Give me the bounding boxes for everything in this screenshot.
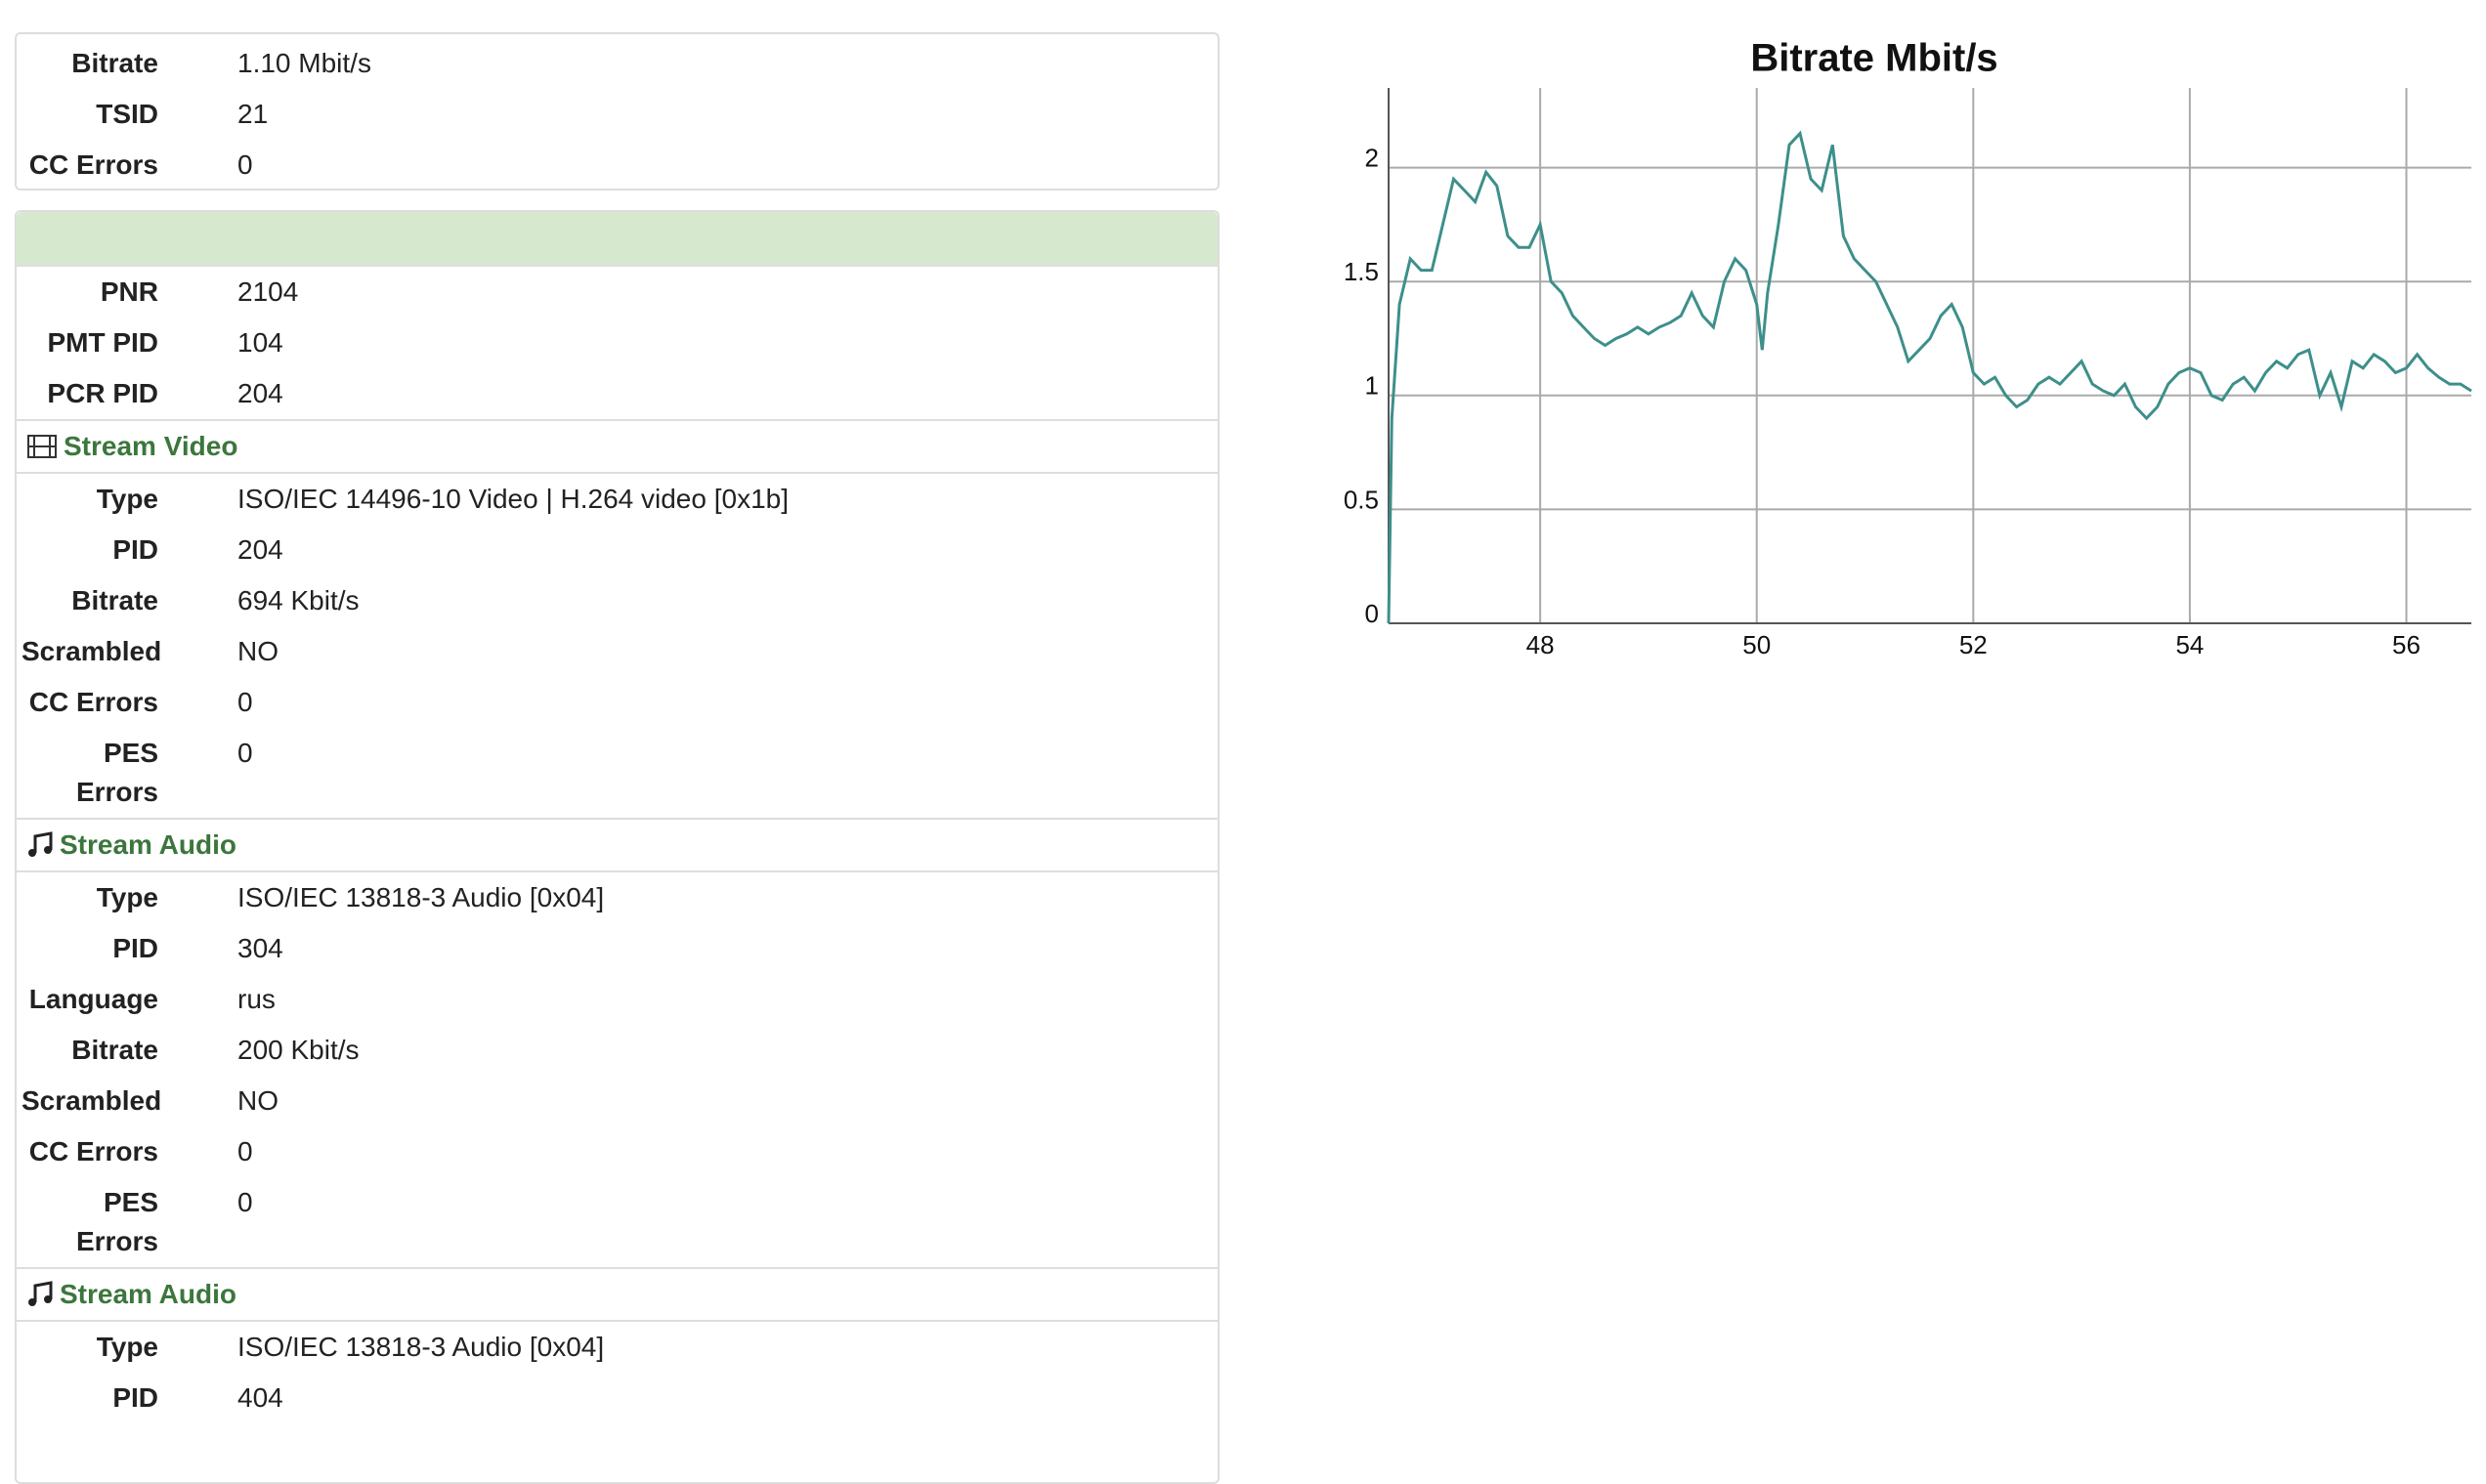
music-icon [28, 831, 53, 857]
field-value: 0 [237, 1187, 253, 1217]
section-header: Stream Audio [17, 818, 1218, 872]
field-label: PCR PID [47, 378, 158, 408]
section-title: Stream Audio [60, 1279, 236, 1309]
page: Bitrate 1.10 Mbit/s TSID 21 CC Errors 0 PNR 21… [15, 32, 2472, 1484]
rows: Type ISO/IEC 14496-10 Video | H.264 video… [17, 474, 1218, 818]
music-icon [28, 1281, 53, 1306]
field-value: 404 [237, 1382, 283, 1413]
y-tick-label: 1 [1365, 371, 1379, 401]
rows: PNR 2104 PMT PID 104 PCR PID 204 [17, 267, 1218, 419]
info-row: PES Errors 0 [17, 1177, 1218, 1267]
chart: Bitrate Mbit/s 0 0.5 1 1.5 2 48 50 52 54 56 [1344, 37, 2472, 659]
x-tick-label: 50 [1742, 630, 1771, 659]
field-value: 104 [237, 327, 283, 358]
info-row: PNR 2104 [17, 267, 1218, 318]
field-value: 204 [237, 534, 283, 565]
field-value: 304 [237, 933, 283, 963]
field-label: Type [96, 882, 158, 912]
field-label: Type [96, 484, 158, 514]
x-tick-label: 52 [1959, 630, 1988, 659]
info-row: PID 204 [17, 525, 1218, 575]
field-value: 0 [237, 687, 253, 717]
rows: Bitrate 1.10 Mbit/s TSID 21 CC Errors 0 [17, 34, 1218, 191]
field-label: PES Errors [75, 738, 158, 807]
info-row: TSID 21 [17, 89, 1218, 140]
field-label: PID [112, 534, 158, 565]
field-label: PID [112, 1382, 158, 1413]
chart-title: Bitrate Mbit/s [1750, 37, 1997, 80]
field-label: CC Errors [28, 149, 158, 180]
field-label: PES Errors [75, 1187, 158, 1256]
field-value: NO [237, 1085, 279, 1116]
field-value: ISO/IEC 14496-10 Video | H.264 video [0x… [237, 484, 790, 514]
field-value: 200 Kbit/s [237, 1035, 360, 1065]
field-value: 0 [237, 149, 253, 180]
field-value: 0 [237, 738, 253, 768]
info-row: Type ISO/IEC 13818-3 Audio [0x04] [17, 1322, 1218, 1373]
field-label: CC Errors [28, 687, 158, 717]
data-line [1387, 130, 2472, 624]
program-panel: PNR 2104 PMT PID 104 PCR PID 204 Stream Video… [15, 210, 1220, 1484]
field-value: 21 [237, 99, 269, 129]
field-value: rus [237, 984, 276, 1014]
info-row: Type ISO/IEC 14496-10 Video | H.264 video… [17, 474, 1218, 525]
info-row: CC Errors 0 [17, 1126, 1218, 1177]
info-row: Language rus [17, 974, 1218, 1025]
field-value: ISO/IEC 13818-3 Audio [0x04] [237, 882, 605, 912]
field-value: 694 Kbit/s [237, 585, 360, 615]
info-row: Bitrate 1.10 Mbit/s [17, 38, 1218, 89]
field-label: Scrambled [21, 636, 162, 666]
field-label: PNR [100, 276, 158, 307]
y-tick-label: 1.5 [1344, 257, 1379, 286]
film-icon [27, 435, 57, 458]
section-header: Stream Video [17, 419, 1218, 474]
program-header [17, 212, 1218, 267]
field-label: CC Errors [28, 1136, 158, 1166]
info-row: Scrambled NO [17, 626, 1218, 677]
x-tick-label: 54 [2175, 630, 2204, 659]
field-label: PID [112, 933, 158, 963]
info-row: CC Errors 0 [17, 677, 1218, 728]
field-value: ISO/IEC 13818-3 Audio [0x04] [237, 1332, 605, 1362]
field-label: Type [96, 1332, 158, 1362]
info-row: Bitrate 200 Kbit/s [17, 1025, 1218, 1076]
info-row: Scrambled NO [17, 1076, 1218, 1126]
summary-panel: Bitrate 1.10 Mbit/s TSID 21 CC Errors 0 [15, 32, 1220, 191]
field-label: Bitrate [71, 1035, 158, 1065]
section-header: Stream Audio [17, 1267, 1218, 1322]
rows: Type ISO/IEC 13818-3 Audio [0x04] PID 304 La… [17, 872, 1218, 1267]
field-label: PMT PID [47, 327, 158, 358]
info-row: Bitrate 694 Kbit/s [17, 575, 1218, 626]
field-value: 0 [237, 1136, 253, 1166]
field-label: TSID [96, 99, 158, 129]
field-label: Bitrate [71, 48, 158, 78]
info-row: PMT PID 104 [17, 318, 1218, 368]
info-row: PID 304 [17, 923, 1218, 974]
info-row: PES Errors 0 [17, 728, 1218, 818]
field-label: Language [28, 984, 158, 1014]
field-label: Scrambled [21, 1085, 162, 1116]
field-label: Bitrate [71, 585, 158, 615]
field-value: 2104 [237, 276, 299, 307]
info-row: PCR PID 204 [17, 368, 1218, 419]
y-tick-label: 0.5 [1344, 485, 1379, 514]
section-title: Stream Audio [60, 829, 236, 860]
y-tick-label: 2 [1365, 143, 1379, 172]
x-tick-label: 48 [1526, 630, 1555, 659]
section-title: Stream Video [64, 431, 238, 461]
field-value: 204 [237, 378, 283, 408]
x-tick-label: 56 [2392, 630, 2421, 659]
field-value: 1.10 Mbit/s [237, 48, 371, 78]
y-tick-label: 0 [1365, 599, 1379, 628]
field-value: NO [237, 636, 279, 666]
info-row: PID 404 [17, 1373, 1218, 1423]
info-row: CC Errors 0 [17, 140, 1218, 191]
info-row: Type ISO/IEC 13818-3 Audio [0x04] [17, 872, 1218, 923]
rows: Type ISO/IEC 13818-3 Audio [0x04] PID 404 [17, 1322, 1218, 1423]
